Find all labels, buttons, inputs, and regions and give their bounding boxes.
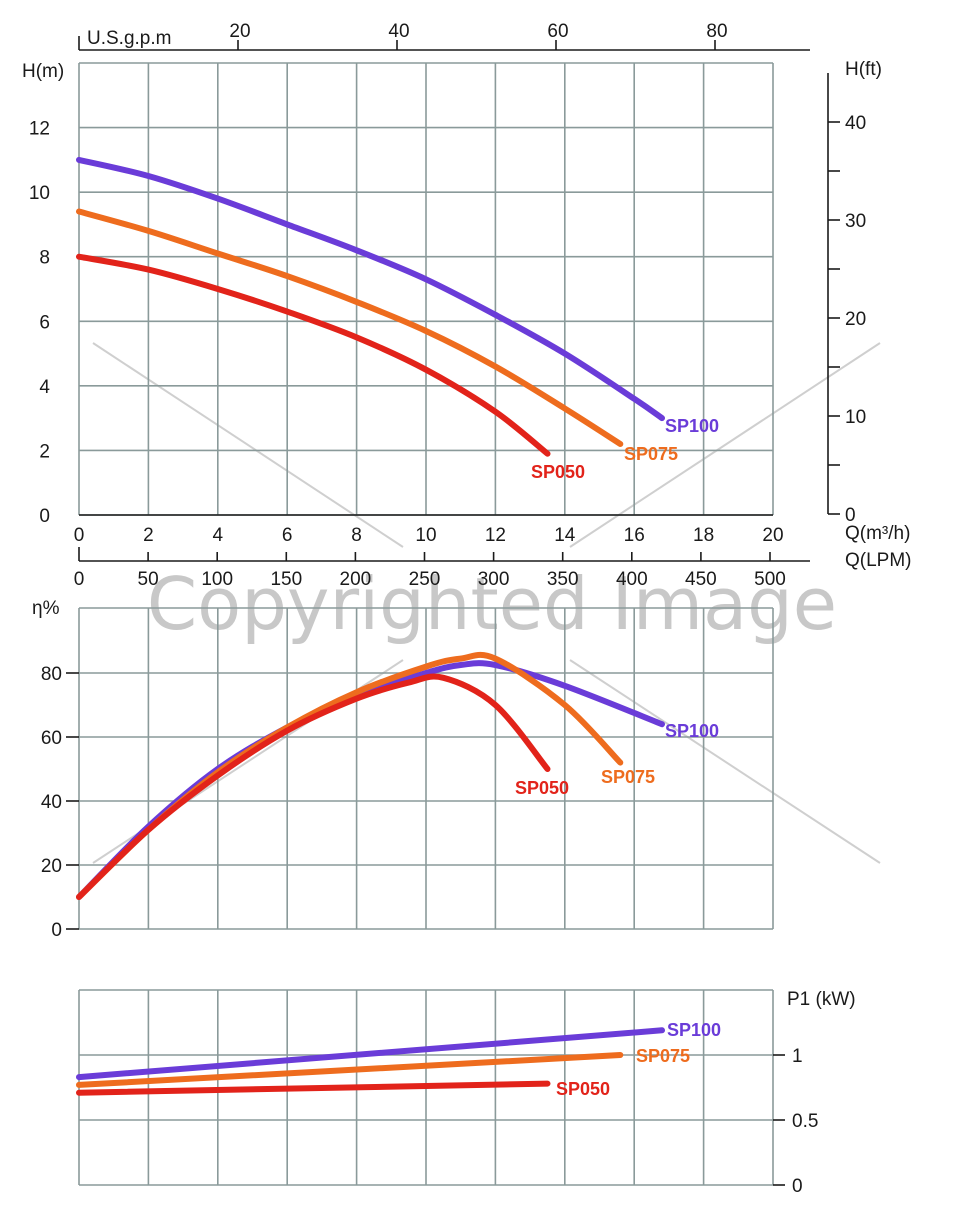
head-y-tick-label: 6 [39,312,50,333]
head-y-axis-label: H(m) [22,61,64,82]
q-m3h-tick-label: 20 [762,525,783,546]
head-curve-label-sp100: SP100 [665,416,719,436]
head-curve-sp075 [76,208,624,447]
q-lpm-tick-label: 300 [478,569,510,590]
eff-curve-sp050 [76,673,551,900]
q-lpm-tick-label: 100 [201,569,233,590]
eff-y-tick-label: 60 [41,728,62,749]
pwr-y-axis-label: P1 (kW) [787,989,856,1010]
watermark-line-0 [92,342,404,548]
pwr-curve-label-sp050: SP050 [556,1079,610,1099]
watermark-text: Copyrighted Image [147,562,837,646]
gpm-tick-label: 40 [388,21,409,42]
eff-curve-label-sp100: SP100 [665,721,719,741]
pwr-y-tick-label: 0 [792,1176,803,1197]
head-y-tick-label: 2 [39,441,50,462]
q-m3h-tick-label: 8 [351,525,362,546]
head-curve-label-sp075: SP075 [624,444,678,464]
eff-y-tick-label: 0 [51,920,62,941]
eff-y-tick-label: 80 [41,664,62,685]
pwr-curve-label-sp100: SP100 [667,1020,721,1040]
eff-y-axis-label: η% [32,598,60,619]
q-lpm-tick-label: 500 [754,569,786,590]
q-m3h-tick-label: 18 [693,525,714,546]
head-curve-sp100 [76,156,665,422]
h-ft-tick-label: 30 [845,211,866,232]
h-ft-tick-label: 10 [845,407,866,428]
eff-curve-sp075 [76,651,624,900]
q-lpm-tick-label: 350 [547,569,579,590]
gpm-tick-label: 80 [706,21,727,42]
q-lpm-tick-label: 200 [340,569,372,590]
q-m3h-tick-label: 14 [554,525,576,546]
q-m3h-axis-label: Q(m³/h) [845,523,910,544]
head-y-tick-label: 12 [29,119,50,140]
q-lpm-tick-label: 50 [138,569,159,590]
pwr-y-tick-label: 0.5 [792,1111,818,1132]
eff-y-tick-label: 20 [41,856,62,877]
head-y-tick-label: 4 [39,377,50,398]
h-ft-tick-label: 40 [845,113,866,134]
head-curve-sp050 [76,253,551,457]
q-m3h-tick-label: 12 [485,525,506,546]
efficiency-panel: 0 20 40 60 80 η% SP100 SP075 SP050 [32,598,774,941]
pwr-curve-sp100 [76,1027,665,1081]
eff-y-tick-label: 40 [41,792,62,813]
gpm-tick-label: 20 [229,21,250,42]
watermark: Copyrighted Image [92,342,881,864]
watermark-line-3 [569,659,881,864]
eff-curve-label-sp075: SP075 [601,767,655,787]
q-lpm-tick-label: 0 [74,569,85,590]
q-lpm-axis-label: Q(LPM) [845,550,912,571]
pwr-curve-sp050 [76,1080,551,1096]
q-lpm-tick-label: 150 [270,569,302,590]
h-ft-tick-label: 20 [845,309,866,330]
head-y-tick-label: 10 [29,183,50,204]
q-m3h-tick-label: 6 [282,525,293,546]
eff-curve-label-sp050: SP050 [515,778,569,798]
head-y-tick-label: 8 [39,248,50,269]
gpm-tick-label: 60 [547,21,568,42]
power-panel: 0 0.5 1 P1 (kW) SP100 SP075 SP050 [76,989,856,1197]
head-curve-label-sp050: SP050 [531,462,585,482]
h-ft-axis-label: H(ft) [845,59,882,80]
head-y-tick-label: 0 [39,506,50,527]
pwr-curve-sp075 [76,1052,624,1088]
q-m3h-tick-label: 10 [415,525,436,546]
q-m3h-tick-label: 16 [624,525,645,546]
q-m3h-tick-label: 0 [74,525,85,546]
h-ft-tick-label: 0 [845,505,856,526]
q-lpm-tick-label: 450 [685,569,717,590]
pwr-curve-label-sp075: SP075 [636,1046,690,1066]
q-lpm-tick-label: 250 [409,569,441,590]
gpm-axis-label: U.S.g.p.m [87,28,171,49]
q-m3h-tick-label: 2 [143,525,154,546]
eff-curve-sp100 [76,660,665,900]
q-m3h-tick-label: 4 [213,525,224,546]
pwr-y-tick-label: 1 [792,1046,803,1067]
q-lpm-tick-label: 400 [616,569,648,590]
